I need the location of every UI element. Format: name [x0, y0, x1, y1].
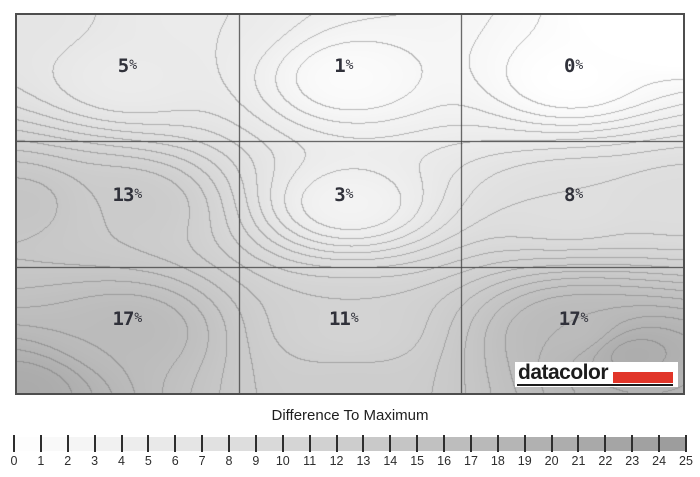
legend-scale-segment — [659, 437, 687, 451]
legend-scale-segment — [524, 437, 553, 451]
cell-value-label: 5% — [117, 55, 137, 78]
cell-value-label: 8% — [563, 183, 583, 206]
legend-tick — [281, 435, 284, 452]
legend-tick — [685, 435, 687, 452]
legend-tick-number: 3 — [91, 454, 99, 468]
legend-scale-segment — [255, 437, 284, 451]
legend-scale-segment — [417, 437, 445, 451]
legend-tick-number: 15 — [410, 454, 425, 468]
legend-tick-number: 2 — [64, 454, 72, 468]
legend-scale-segment — [282, 437, 311, 451]
legend-tick-number: 21 — [571, 454, 586, 468]
legend-tick-number: 0 — [10, 454, 18, 468]
legend-tick-number: 16 — [437, 454, 452, 468]
legend-tick-number: 11 — [303, 454, 317, 468]
legend-tick-labels: 0 1 2 3 4 5 6 7 8 9 10 11 12 13 14 15 16 17 18 19 20 21 22 23 24… — [10, 454, 693, 470]
legend-tick-number: 24 — [652, 454, 667, 468]
legend-tick — [469, 435, 472, 452]
legend-tick-number: 1 — [37, 454, 45, 468]
contour-canvas — [17, 15, 683, 393]
legend-tick — [604, 435, 607, 452]
legend-scale-segment — [363, 437, 391, 451]
legend-tick — [147, 435, 150, 452]
legend-tick — [631, 435, 634, 452]
legend-scale-segment — [632, 437, 660, 451]
legend-tick-number: 12 — [329, 454, 344, 468]
legend-tick — [658, 435, 661, 452]
legend-scale-segment — [336, 437, 365, 451]
cell-value-label: 11% — [328, 308, 359, 331]
datacolor-logo: datacolor — [515, 361, 678, 387]
legend-scale-segment — [578, 437, 606, 451]
legend-scale-segment — [551, 437, 580, 451]
legend-tick-number: 18 — [490, 454, 505, 468]
legend-tick-number: 23 — [625, 454, 640, 468]
legend-scale-segment — [14, 437, 42, 451]
cell-value-label: 3% — [334, 183, 353, 206]
datacolor-logo-text: datacolor — [518, 361, 609, 384]
cell-value-label: 13% — [112, 183, 143, 206]
legend-scale-segment — [67, 437, 96, 451]
legend-scale-segment — [444, 437, 472, 451]
legend-tick — [550, 435, 553, 452]
legend-tick — [93, 435, 96, 452]
cell-value-label: 1% — [334, 55, 353, 78]
legend-tick-number: 19 — [517, 454, 532, 468]
cell-labels-layer: 5% 1% 0% 13% 3% 8% 17% 11% 17% — [17, 15, 683, 393]
datacolor-logo-red-bar — [613, 372, 673, 383]
legend-scale-segment — [121, 437, 149, 451]
legend-tick — [362, 435, 365, 452]
legend-tick-number: 13 — [356, 454, 371, 468]
legend-title: Difference To Maximum — [271, 407, 429, 424]
cell-value-label: 17% — [112, 308, 143, 331]
legend-scale-segment — [148, 437, 176, 451]
legend-tick — [308, 435, 311, 452]
legend-tick — [66, 435, 69, 452]
legend-tick — [577, 435, 580, 452]
legend-tick-number: 25 — [679, 454, 693, 468]
legend-scale-segment — [202, 437, 230, 451]
legend-scale-segment — [94, 437, 123, 451]
legend-tick-number: 10 — [275, 454, 290, 468]
legend-scale-segment — [605, 437, 633, 451]
legend-scale-segment — [229, 437, 257, 451]
legend-tick — [389, 435, 392, 452]
legend-tick — [254, 435, 257, 452]
legend-tick — [174, 435, 177, 452]
legend-tick-number: 20 — [544, 454, 559, 468]
legend-tick-number: 17 — [464, 454, 478, 468]
legend-tick-number: 22 — [598, 454, 613, 468]
legend-scale-segment — [40, 437, 69, 451]
legend-tick — [120, 435, 123, 452]
legend-tick-marks — [13, 435, 687, 452]
legend-tick — [416, 435, 419, 452]
legend-tick — [228, 435, 231, 452]
legend-scale-segment — [497, 437, 526, 451]
legend-tick-number: 9 — [252, 454, 260, 468]
difference-scale-legend: Difference To Maximum 0 1 2 3 4 5 6 7 8 9 10 11 12 13… — [10, 405, 693, 475]
legend-gradient-bar — [14, 437, 687, 451]
legend-tick — [496, 435, 499, 452]
legend-tick-number: 6 — [171, 454, 179, 468]
cell-value-label: 0% — [563, 55, 583, 78]
contour-plot-area: 5% 1% 0% 13% 3% 8% 17% 11% 17% datacolor — [15, 13, 685, 395]
legend-tick-number: 5 — [144, 454, 152, 468]
legend-scale-segment — [175, 437, 203, 451]
legend-tick-number: 8 — [225, 454, 233, 468]
legend-tick — [523, 435, 526, 452]
legend-tick — [443, 435, 446, 452]
legend-tick — [13, 435, 15, 452]
legend-tick — [39, 435, 42, 452]
datacolor-logo-underline — [517, 384, 673, 386]
legend-tick-number: 14 — [383, 454, 398, 468]
legend-tick-number: 4 — [118, 454, 125, 468]
legend-tick-number: 7 — [198, 454, 206, 468]
legend-scale-segment — [470, 437, 499, 451]
legend-scale-segment — [309, 437, 338, 451]
legend-tick — [201, 435, 204, 452]
legend-scale-segment — [390, 437, 418, 451]
legend-tick — [335, 435, 338, 452]
cell-value-label: 17% — [558, 308, 589, 331]
